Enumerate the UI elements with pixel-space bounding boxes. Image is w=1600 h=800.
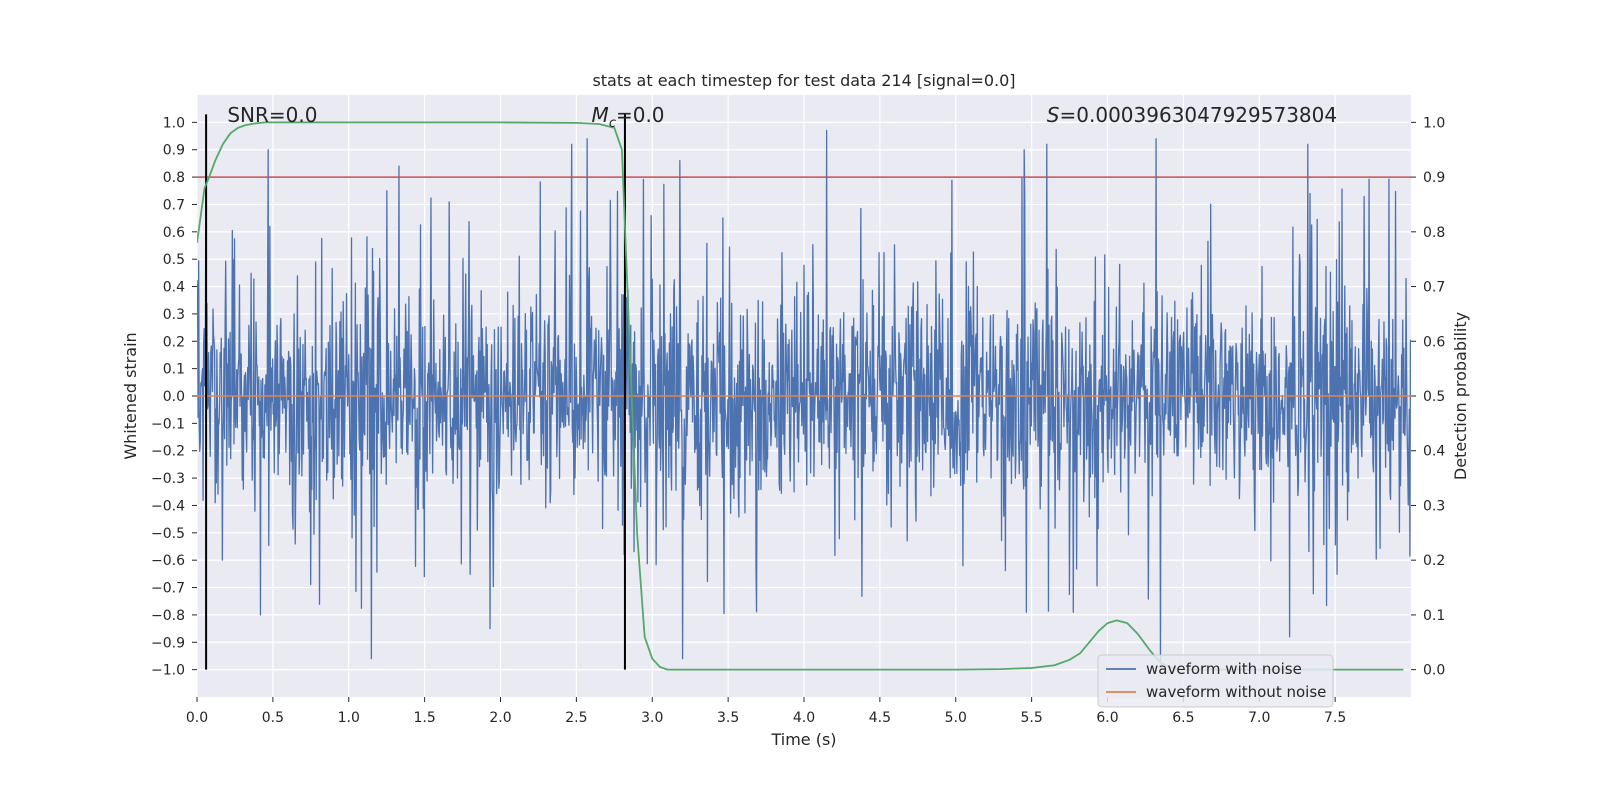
y-tick-label: 0.2 <box>163 334 185 350</box>
y-tick-label: −0.8 <box>151 608 185 624</box>
x-axis-label: Time (s) <box>770 730 836 749</box>
y-tick-label: 0.1 <box>163 362 185 378</box>
y-tick-label: 1.0 <box>163 115 185 131</box>
y2-tick-label: 0.9 <box>1423 170 1445 186</box>
lines-layer <box>197 114 1411 671</box>
y-tick-label: 0.8 <box>163 170 185 186</box>
y2-tick-label: 0.6 <box>1423 334 1445 350</box>
y-tick-label: 0.0 <box>163 389 185 405</box>
x-tick-label: 2.5 <box>565 710 587 726</box>
x-tick-label: 7.0 <box>1248 710 1270 726</box>
x-tick-label: 1.5 <box>413 710 435 726</box>
y2-tick-label: 0.7 <box>1423 280 1445 296</box>
legend: waveform with noise waveform without noi… <box>1097 654 1334 708</box>
x-tick-label: 4.0 <box>793 710 815 726</box>
x-tick-label: 5.0 <box>945 710 967 726</box>
x-tick-label: 5.5 <box>1020 710 1042 726</box>
y-axis-label: Whitened strain <box>121 332 140 459</box>
y2-tick-label: 0.1 <box>1423 608 1445 624</box>
axes-layer: 0.0 0.5 1.0 1.5 2.0 2.5 3.0 3.5 4.0 4.5 5.0 5.5 6.0 6… <box>151 115 1445 726</box>
y-tick-label: 0.9 <box>163 143 185 159</box>
s-symbol: S <box>1047 103 1060 127</box>
y2-tick-label: 1.0 <box>1423 115 1445 131</box>
y-tick-label: −0.5 <box>151 526 185 542</box>
mc-symbol: M <box>592 103 609 127</box>
y2-axis-label: Detection probability <box>1451 312 1470 480</box>
s-annotation: S=0.0003963047929573804 <box>1047 103 1337 127</box>
y2-tick-label: 0.0 <box>1423 663 1445 679</box>
x-tick-label: 4.5 <box>869 710 891 726</box>
y2-tick-label: 0.2 <box>1423 553 1445 569</box>
legend-box <box>1097 654 1334 708</box>
x-tick-label: 3.0 <box>641 710 663 726</box>
noise-waveform-line <box>197 129 1411 671</box>
y2-tick-label: 0.3 <box>1423 498 1445 514</box>
x-tick-label: 0.0 <box>186 710 208 726</box>
y-tick-label: 0.6 <box>163 225 185 241</box>
y-tick-label: −0.7 <box>151 581 185 597</box>
snr-annotation: SNR=0.0 <box>227 103 317 127</box>
y-tick-label: 0.3 <box>163 307 185 323</box>
y-tick-label: −0.3 <box>151 471 185 487</box>
y2-tick-label: 0.5 <box>1423 389 1445 405</box>
x-tick-label: 2.0 <box>489 710 511 726</box>
legend-label-noise: waveform with noise <box>1146 660 1302 678</box>
y-tick-label: −0.6 <box>151 553 185 569</box>
legend-label-clean: waveform without noise <box>1146 683 1326 701</box>
y-tick-label: 0.4 <box>163 280 185 296</box>
y2-tick-label: 0.4 <box>1423 444 1445 460</box>
x-tick-label: 0.5 <box>262 710 284 726</box>
x-tick-label: 1.0 <box>338 710 360 726</box>
detection-probability-line <box>197 121 1404 671</box>
y-tick-label: 0.5 <box>163 252 185 268</box>
x-tick-label: 3.5 <box>717 710 739 726</box>
y-tick-label: −0.2 <box>151 444 185 460</box>
x-tick-label: 6.5 <box>1172 710 1194 726</box>
s-value: =0.0003963047929573804 <box>1060 103 1338 127</box>
noise-series <box>197 129 1411 671</box>
y-tick-label: −1.0 <box>151 663 185 679</box>
y-tick-label: −0.4 <box>151 498 185 514</box>
chart-title: stats at each timestep for test data 214… <box>592 71 1015 90</box>
y-tick-label: −0.1 <box>151 416 185 432</box>
y-tick-label: −0.9 <box>151 635 185 651</box>
x-tick-label: 7.5 <box>1324 710 1346 726</box>
mc-subscript: c <box>609 116 616 131</box>
y2-tick-label: 0.8 <box>1423 225 1445 241</box>
mc-annotation: Mc=0.0 <box>592 103 665 131</box>
mc-value: =0.0 <box>616 103 665 127</box>
x-tick-label: 6.0 <box>1096 710 1118 726</box>
y-tick-label: 0.7 <box>163 197 185 213</box>
